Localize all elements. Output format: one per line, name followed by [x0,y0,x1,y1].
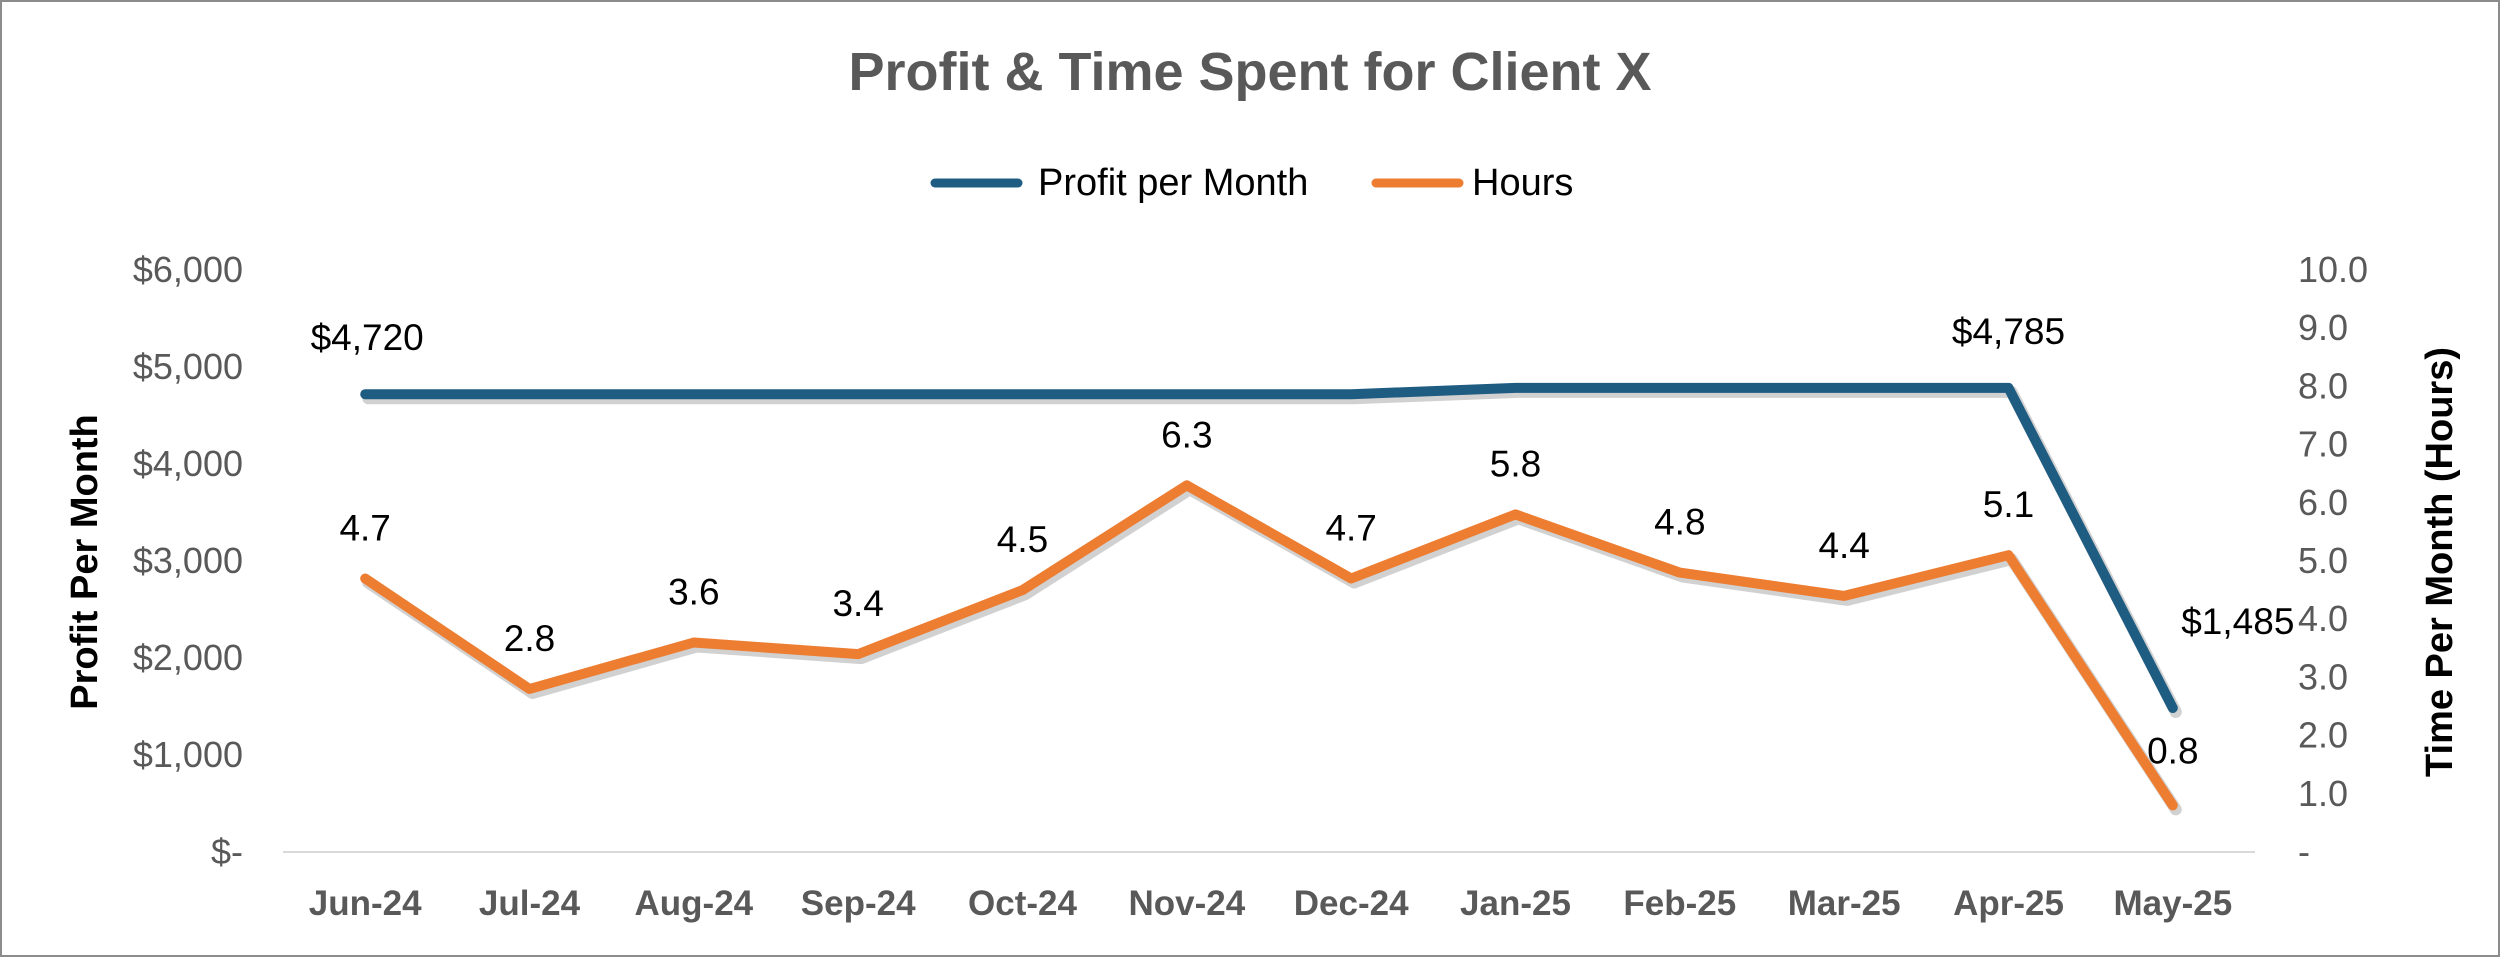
y-left-tick-label: $6,000 [133,249,243,290]
legend: Profit per Month Hours [930,162,1573,204]
x-tick-label: Mar-25 [1788,884,1901,923]
data-label-hours: 4.7 [339,507,390,548]
y-left-ticks: $- $1,000 $2,000 $3,000 $4,000 $5,000 $6,000 [133,249,243,872]
y-left-tick-label: $- [211,831,243,872]
x-ticks: Jun-24 Jul-24 Aug-24 Sep-24 Oct-24 Nov-24 Dec-… [309,884,2232,923]
data-point-profit [1840,383,1849,392]
data-label-hours: 3.6 [668,571,719,612]
data-point-profit [1182,390,1191,399]
y-left-tick-label: $2,000 [133,637,243,678]
legend-label-profit: Profit per Month [1038,162,1308,204]
data-label-hours: 0.8 [2147,730,2198,771]
y-right-tick-label: - [2298,831,2310,872]
data-label-profit: $1,485 [2181,601,2294,642]
y-right-tick-label: 6.0 [2298,482,2348,523]
x-tick-label: Sep-24 [801,884,916,923]
data-label-profit: $4,720 [311,317,424,358]
data-label-hours: 3.4 [832,583,883,624]
data-point-hours [361,574,370,583]
data-point-hours [1511,510,1520,519]
data-point-hours [1182,481,1191,490]
data-point-profit [1018,390,1027,399]
data-point-hours [525,685,534,694]
data-point-hours [1018,586,1027,595]
data-label-hours: 5.1 [1983,484,2034,525]
data-point-profit [854,390,863,399]
x-tick-label: Dec-24 [1294,884,1409,923]
data-point-hours [1347,574,1356,583]
y-left-tick-label: $3,000 [133,540,243,581]
y-right-tick-label: 5.0 [2298,540,2348,581]
x-tick-label: Aug-24 [635,884,754,923]
data-point-profit [2168,703,2177,712]
series-layer [360,382,2182,816]
data-point-profit [1347,390,1356,399]
x-tick-label: Jun-24 [309,884,422,923]
data-point-profit [525,390,534,399]
y-right-tick-label: 2.0 [2298,715,2348,756]
data-point-profit [361,390,370,399]
chart-title: Profit & Time Spent for Client X [848,42,1651,102]
x-tick-label: Jan-25 [1460,884,1571,923]
data-label-hours: 2.8 [504,618,555,659]
y-left-axis-title: Profit Per Month [64,414,106,710]
y-right-ticks: - 1.0 2.0 3.0 4.0 5.0 6.0 7.0 8.0 9.0 10.0 [2298,249,2368,872]
y-right-tick-label: 9.0 [2298,307,2348,348]
series-line-profit [360,382,2178,713]
data-point-profit [1511,383,1520,392]
x-tick-label: May-25 [2113,884,2232,923]
y-left-tick-label: $1,000 [133,734,243,775]
y-left-tick-label: $5,000 [133,346,243,387]
y-right-tick-label: 7.0 [2298,424,2348,465]
y-right-tick-label: 8.0 [2298,365,2348,406]
data-label-hours: 4.7 [1325,507,1376,548]
data-label-hours: 4.5 [997,519,1048,560]
x-tick-label: Oct-24 [968,884,1077,923]
data-labels: $4,720 $4,785 $1,485 4.7 2.8 3.6 3.4 4.5 6.3 4.7 5… [311,311,2295,772]
x-tick-label: Jul-24 [479,884,581,923]
data-point-hours [1675,568,1684,577]
data-point-hours [2004,551,2013,560]
data-label-hours: 6.3 [1161,414,1212,455]
data-point-profit [1675,383,1684,392]
data-point-hours [2168,801,2177,810]
y-right-tick-label: 4.0 [2298,598,2348,639]
data-label-hours: 4.8 [1654,502,1705,543]
y-left-tick-label: $4,000 [133,443,243,484]
data-point-profit [2004,383,2013,392]
data-point-profit [689,390,698,399]
data-label-hours: 5.8 [1490,443,1541,484]
data-point-hours [854,650,863,659]
data-point-hours [1840,591,1849,600]
y-right-axis-title: Time Per Month (Hours) [2419,347,2461,777]
y-right-tick-label: 1.0 [2298,773,2348,814]
legend-label-hours: Hours [1472,162,1573,204]
series-line-hours [360,480,2178,811]
x-tick-label: Nov-24 [1128,884,1245,923]
data-point-hours [689,638,698,647]
y-right-tick-label: 10.0 [2298,249,2368,290]
data-label-profit: $4,785 [1952,311,2065,352]
x-tick-label: Apr-25 [1953,884,2064,923]
y-right-tick-label: 3.0 [2298,656,2348,697]
data-label-hours: 4.4 [1818,525,1869,566]
x-tick-label: Feb-25 [1623,884,1736,923]
